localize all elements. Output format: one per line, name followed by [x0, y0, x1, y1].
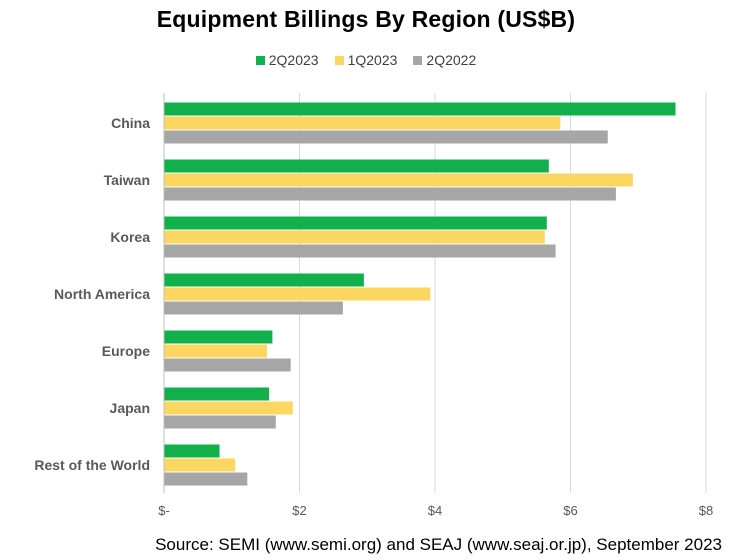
chart-title: Equipment Billings By Region (US$B): [156, 6, 576, 32]
bar: [164, 116, 561, 130]
bar: [164, 130, 608, 144]
category-label: Rest of the World: [34, 457, 150, 473]
x-tick-label: $6: [563, 503, 577, 518]
legend: 2Q2023 1Q2023 2Q2022: [0, 52, 732, 68]
bar: [164, 102, 676, 116]
legend-swatch-2q2023: [255, 55, 265, 65]
bar: [164, 387, 270, 401]
bar: [164, 244, 556, 258]
legend-swatch-1q2023: [334, 55, 344, 65]
category-label: Taiwan: [104, 172, 150, 188]
bar: [164, 344, 267, 358]
bar: [164, 173, 633, 187]
bar: [164, 401, 293, 415]
x-tick-label: $4: [428, 503, 442, 518]
bar: [164, 415, 276, 429]
category-label: Europe: [102, 343, 150, 359]
category-label: Japan: [110, 400, 150, 416]
bar: [164, 330, 273, 344]
category-label: China: [111, 115, 150, 131]
bar: [164, 216, 547, 230]
category-label: North America: [54, 286, 150, 302]
bar: [164, 444, 220, 458]
bar: [164, 301, 343, 315]
bar: [164, 472, 248, 486]
x-tick-label: $-: [158, 503, 170, 518]
legend-label-2q2023: 2Q2023: [268, 52, 319, 68]
legend-label-1q2023: 1Q2023: [347, 52, 398, 68]
legend-item-1q2023: 1Q2023: [334, 52, 398, 68]
bar: [164, 273, 364, 287]
legend-swatch-2q2022: [413, 55, 423, 65]
bar: [164, 230, 545, 244]
bar: [164, 187, 616, 201]
legend-item-2q2023: 2Q2023: [255, 52, 319, 68]
bar: [164, 287, 431, 301]
x-tick-label: $8: [699, 503, 713, 518]
bar: [164, 159, 549, 173]
legend-item-2q2022: 2Q2022: [413, 52, 476, 68]
bar: [164, 458, 236, 472]
source-note: Source: SEMI (www.semi.org) and SEAJ (ww…: [155, 535, 722, 554]
bar-chart: China Taiwan Korea North America Europe Japan…: [34, 93, 713, 518]
legend-label-2q2022: 2Q2022: [426, 52, 477, 68]
x-tick-label: $2: [292, 503, 306, 518]
bar: [164, 358, 291, 372]
category-label: Korea: [110, 229, 150, 245]
